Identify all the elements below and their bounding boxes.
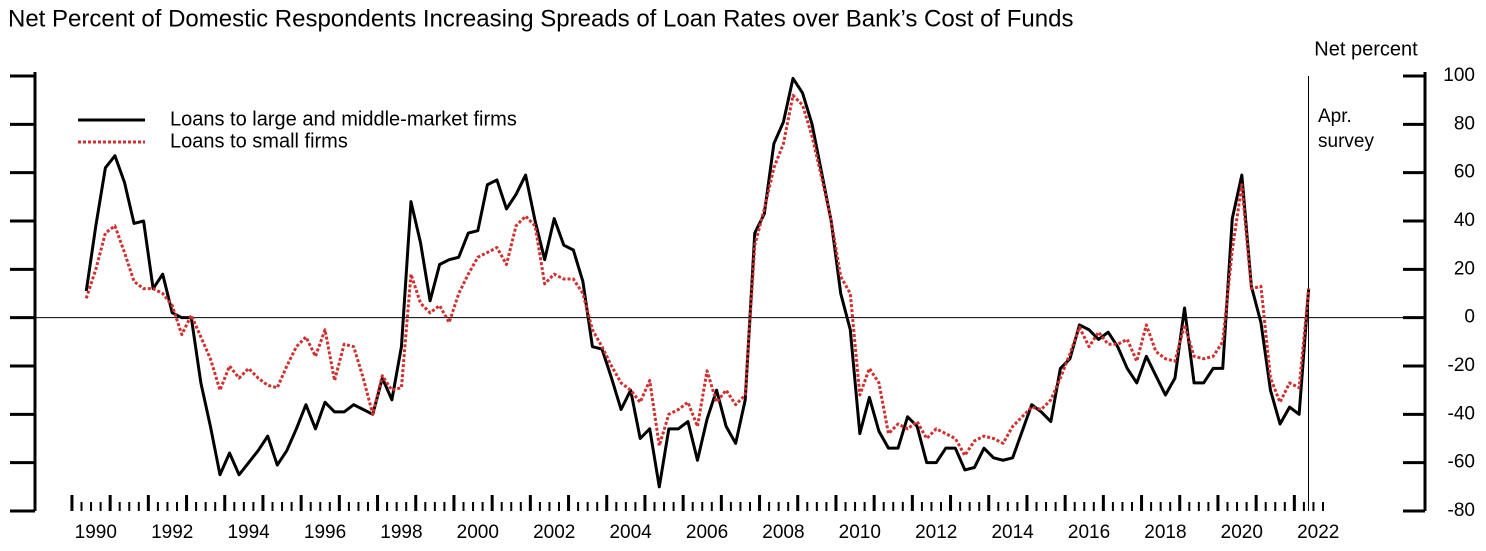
- x-tick-label: 2006: [686, 522, 728, 543]
- x-tick-label: 2016: [1068, 522, 1110, 543]
- annotation: survey: [1318, 131, 1374, 152]
- legend-label: Loans to small firms: [170, 130, 348, 152]
- series-line: [84, 76, 1311, 489]
- x-tick-label: 2010: [839, 522, 881, 543]
- x-tick-label: 2022: [1297, 522, 1339, 543]
- x-tick-label: 1996: [304, 522, 346, 543]
- x-tick-label: 1990: [75, 522, 117, 543]
- series-line: [84, 93, 1311, 457]
- y-tick-label: 0: [1464, 307, 1475, 328]
- y-tick-label: 40: [1454, 210, 1475, 231]
- legend-label: Loans to large and middle-market firms: [170, 108, 517, 130]
- y-tick-label: -80: [1448, 500, 1475, 521]
- y-tick-label: -40: [1448, 403, 1475, 424]
- x-tick-label: 1998: [380, 522, 422, 543]
- annotation: Apr.: [1318, 106, 1352, 127]
- x-tick-label: 1992: [151, 522, 193, 543]
- x-tick-label: 2014: [991, 522, 1034, 543]
- x-tick-label: 1994: [227, 522, 270, 543]
- y-tick-label: 20: [1454, 258, 1475, 279]
- x-tick-label: 2008: [762, 522, 804, 543]
- y-tick-label: 60: [1454, 162, 1475, 183]
- x-tick-label: 2012: [915, 522, 957, 543]
- y-tick-label: -20: [1448, 355, 1475, 376]
- y-tick-label: 100: [1443, 65, 1475, 86]
- x-tick-label: 2018: [1144, 522, 1186, 543]
- chart-title: Net Percent of Domestic Respondents Incr…: [8, 5, 1073, 32]
- y-tick-label: -60: [1448, 452, 1475, 473]
- y-axis-label: Net percent: [1314, 38, 1418, 60]
- x-tick-label: 2004: [609, 522, 652, 543]
- x-tick-label: 2020: [1221, 522, 1263, 543]
- x-tick-label: 2002: [533, 522, 575, 543]
- y-tick-label: 80: [1454, 113, 1475, 134]
- x-tick-label: 2000: [457, 522, 499, 543]
